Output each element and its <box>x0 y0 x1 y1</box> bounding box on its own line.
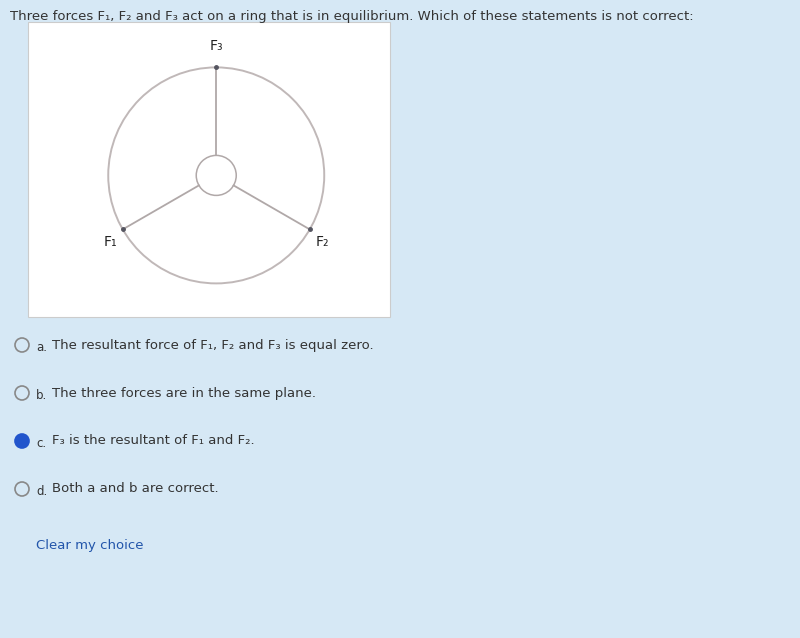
Text: b.: b. <box>36 389 47 402</box>
Text: Three forces F₁, F₂ and F₃ act on a ring that is in equilibrium. Which of these : Three forces F₁, F₂ and F₃ act on a ring… <box>10 10 694 23</box>
Text: a.: a. <box>36 341 47 354</box>
Text: F₃: F₃ <box>210 40 223 54</box>
Bar <box>28 22 390 317</box>
Circle shape <box>15 434 29 448</box>
Text: d.: d. <box>36 485 47 498</box>
Text: F₁: F₁ <box>104 235 118 249</box>
Text: The resultant force of F₁, F₂ and F₃ is equal zero.: The resultant force of F₁, F₂ and F₃ is … <box>52 339 374 352</box>
Text: c.: c. <box>36 437 46 450</box>
Text: The three forces are in the same plane.: The three forces are in the same plane. <box>52 387 316 399</box>
Text: Clear my choice: Clear my choice <box>36 539 143 552</box>
Text: F₃ is the resultant of F₁ and F₂.: F₃ is the resultant of F₁ and F₂. <box>52 434 254 447</box>
Text: F₂: F₂ <box>315 235 329 249</box>
Text: Both a and b are correct.: Both a and b are correct. <box>52 482 218 496</box>
